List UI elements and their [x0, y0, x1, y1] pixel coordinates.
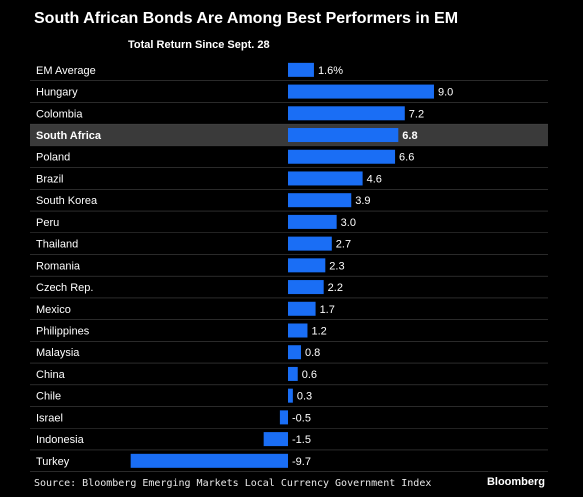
category-label: Peru	[36, 217, 59, 229]
category-label: EM Average	[36, 65, 96, 77]
value-label: 2.3	[329, 260, 344, 272]
bar	[288, 149, 396, 164]
bar	[288, 236, 332, 251]
category-label: Turkey	[36, 456, 70, 468]
bar	[279, 410, 288, 425]
value-label: 0.6	[302, 369, 317, 381]
bar	[288, 345, 301, 360]
bar	[263, 432, 288, 447]
value-label: 2.7	[336, 239, 351, 251]
value-label: 6.8	[402, 130, 417, 142]
chart-title: South African Bonds Are Among Best Perfo…	[34, 10, 459, 27]
value-label: 4.6	[367, 173, 382, 185]
bar	[288, 366, 298, 381]
category-label: Colombia	[36, 108, 83, 120]
bar	[288, 323, 308, 338]
category-label: Indonesia	[36, 434, 85, 446]
category-label: Mexico	[36, 304, 71, 316]
category-label: Israel	[36, 412, 63, 424]
value-label: 0.8	[305, 347, 320, 359]
category-label: Philippines	[36, 326, 90, 338]
category-label: Thailand	[36, 239, 78, 251]
value-label: 2.2	[328, 282, 343, 294]
value-label: 1.6%	[318, 65, 343, 77]
category-label: Brazil	[36, 173, 64, 185]
category-label: Chile	[36, 391, 61, 403]
bar	[288, 84, 434, 99]
category-label: Czech Rep.	[36, 282, 93, 294]
category-label: Hungary	[36, 87, 78, 99]
value-label: -9.7	[292, 456, 311, 468]
category-label: Poland	[36, 152, 70, 164]
category-label: China	[36, 369, 66, 381]
bar	[288, 128, 399, 143]
bar	[288, 301, 316, 316]
value-label: 1.2	[311, 326, 326, 338]
category-label: South Korea	[36, 195, 98, 207]
bloomberg-logo: Bloomberg	[486, 476, 545, 488]
bar	[288, 171, 363, 186]
value-label: 7.2	[409, 108, 424, 120]
category-label: Romania	[36, 260, 81, 272]
category-label: Malaysia	[36, 347, 80, 359]
value-label: -1.5	[292, 434, 311, 446]
bar	[288, 62, 314, 77]
value-label: 3.0	[341, 217, 356, 229]
value-label: 3.9	[355, 195, 370, 207]
bar	[288, 388, 293, 403]
value-label: 1.7	[320, 304, 335, 316]
bar	[288, 106, 405, 121]
source-note: Source: Bloomberg Emerging Markets Local…	[34, 478, 432, 489]
bar	[288, 258, 326, 273]
value-label: 6.6	[399, 152, 414, 164]
bar	[288, 214, 337, 229]
value-label: 0.3	[297, 391, 312, 403]
bar	[288, 193, 352, 208]
category-label: South Africa	[36, 130, 102, 142]
value-label: -0.5	[292, 412, 311, 424]
value-label: 9.0	[438, 87, 453, 99]
bar	[288, 280, 324, 295]
chart-subtitle: Total Return Since Sept. 28	[128, 39, 270, 51]
bar	[130, 453, 288, 468]
